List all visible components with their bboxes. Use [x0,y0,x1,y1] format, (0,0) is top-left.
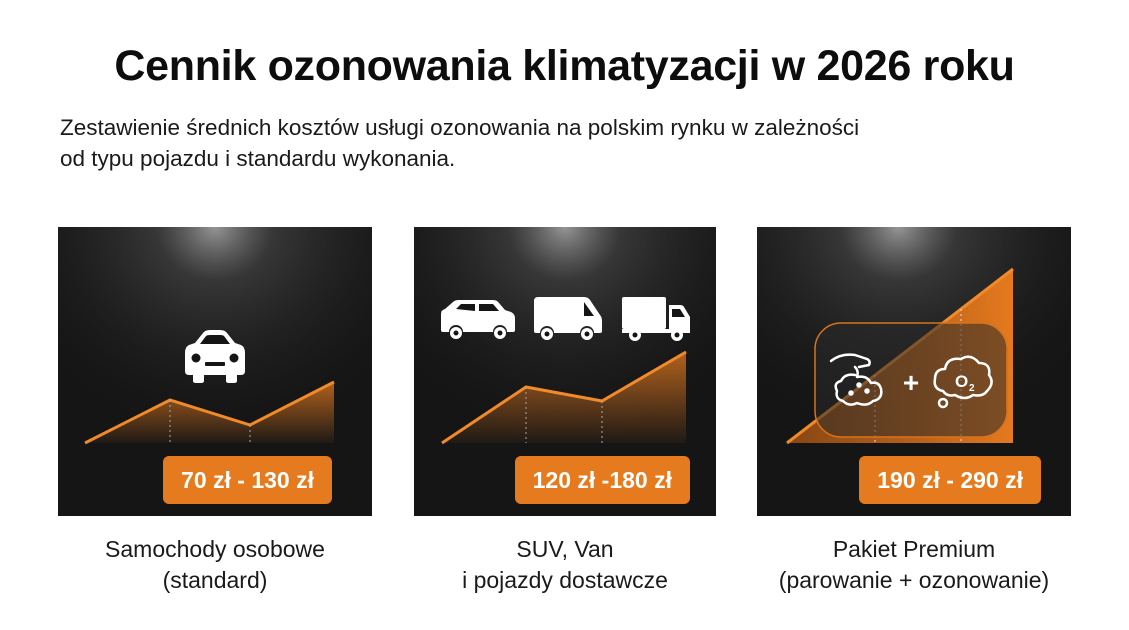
svg-text:2: 2 [969,383,975,394]
van-icon [534,297,602,340]
suv-icon [441,300,515,339]
label-line-1: SUV, Van [516,536,614,562]
label-line-2: i pojazdy dostawcze [462,567,668,593]
service-bubble [814,322,1008,438]
card-label-premium: Pakiet Premium (parowanie + ozonowanie) [757,534,1071,596]
price-badge: 70 zł - 130 zł [163,456,332,504]
svg-text:O: O [955,372,968,391]
subtitle-line-1: Zestawienie średnich kosztów usługi ozon… [60,115,860,140]
page-title: Cennik ozonowania klimatyzacji w 2026 ro… [114,42,1015,90]
price-card-suv-van: 120 zł -180 zł [414,227,716,516]
trend-line [84,380,335,445]
trend-area [442,352,686,443]
price-badge: 120 zł -180 zł [514,456,690,504]
trend-line [441,350,687,445]
label-line-2: (standard) [162,567,268,593]
label-line-1: Samochody osobowe [105,536,325,562]
subtitle-line-2: od typu pojazdu i standardu wykonania. [60,146,456,171]
card-label-passenger: Samochody osobowe (standard) [58,534,372,596]
ozone-icon: O 2 [933,355,993,409]
price-card-passenger: 70 zł - 130 zł [58,227,372,516]
steam-cleaning-icon [829,353,883,406]
label-line-2: (parowanie + ozonowanie) [778,567,1050,593]
price-badge: 190 zł - 290 zł [859,456,1041,504]
label-line-1: Pakiet Premium [832,536,996,562]
truck-icon [622,297,690,341]
car-icon [185,330,245,383]
price-card-premium: + O 2 190 zł - 290 zł [757,227,1071,516]
page-subtitle: Zestawienie średnich kosztów usługi ozon… [60,112,1020,174]
card-label-suv-van: SUV, Van i pojazdy dostawcze [414,534,716,596]
plus-sign: + [903,367,919,398]
